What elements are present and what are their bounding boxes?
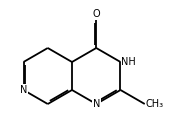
Text: CH₃: CH₃ xyxy=(145,99,163,109)
Text: NH: NH xyxy=(122,57,136,67)
Text: N: N xyxy=(20,85,27,95)
Text: N: N xyxy=(93,99,100,109)
Text: O: O xyxy=(92,10,100,19)
